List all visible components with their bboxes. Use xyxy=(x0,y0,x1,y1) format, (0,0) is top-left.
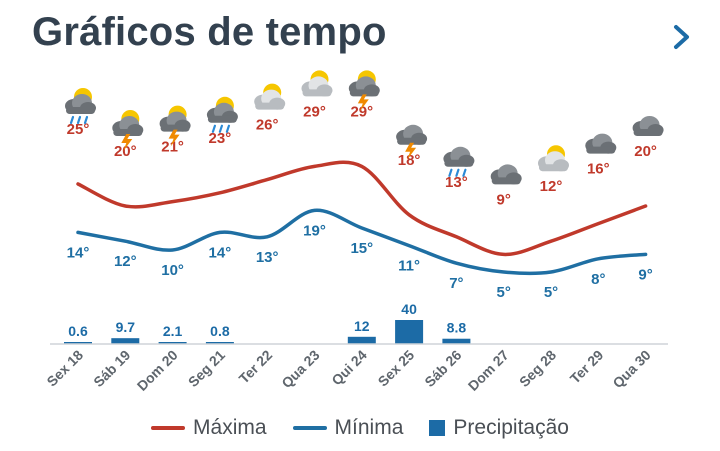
min-temp-label: 5° xyxy=(544,284,558,301)
x-tick-label: Qui 24 xyxy=(328,347,370,389)
precip-value-label: 12 xyxy=(354,318,370,334)
min-temp-label: 14° xyxy=(67,244,90,261)
x-tick-label: Dom 27 xyxy=(465,347,512,394)
rain-icon xyxy=(443,146,475,177)
max-temp-label: 26° xyxy=(256,117,279,134)
max-temp-label: 29° xyxy=(303,103,326,120)
x-tick-label: Ter 29 xyxy=(567,347,607,387)
legend-item-max: Máxima xyxy=(151,416,267,440)
max-temp-label: 23° xyxy=(209,130,232,147)
precip-bar xyxy=(158,342,187,344)
cloudy-icon xyxy=(490,164,522,185)
precip-bar xyxy=(64,342,92,344)
rain-sun-icon xyxy=(206,96,238,133)
thunderstorm-sun-icon xyxy=(159,105,191,147)
weather-chart: 0.6 9.7 2.1 0.8 12 40 8.8 25° 20° 21° 23° 26° 29° 29°… xyxy=(43,70,668,394)
legend-swatch-min xyxy=(292,426,327,430)
thunderstorm-sun-icon xyxy=(112,110,144,151)
x-tick-label: Sex 18 xyxy=(43,347,86,390)
precip-bar xyxy=(442,338,471,344)
precip-bar xyxy=(395,320,424,344)
min-temp-label: 10° xyxy=(161,262,184,279)
min-temp-label: 19° xyxy=(303,222,326,239)
cloudy-icon xyxy=(585,133,617,154)
max-temp-label: 18° xyxy=(398,152,421,169)
partly-cloudy-icon xyxy=(254,83,286,110)
max-temp-label: 16° xyxy=(587,161,610,178)
chevron-right-icon[interactable] xyxy=(664,20,698,54)
rain-sun-icon xyxy=(65,88,96,125)
legend-item-precip: Precipitação xyxy=(429,416,569,440)
precip-value-label: 2.1 xyxy=(163,323,183,339)
thunderstorm-sun-icon xyxy=(348,70,380,112)
precip-bar xyxy=(347,336,376,344)
x-tick-label: Seg 28 xyxy=(516,347,559,390)
min-temp-line xyxy=(76,208,648,276)
max-temp-label: 12° xyxy=(540,178,563,195)
min-temp-label: 8° xyxy=(591,271,605,288)
x-tick-label: Qua 23 xyxy=(278,347,322,391)
max-temp-label: 25° xyxy=(67,121,90,138)
min-temp-label: 12° xyxy=(114,253,137,270)
min-temp-label: 14° xyxy=(209,244,232,261)
x-tick-label: Seg 21 xyxy=(185,347,228,390)
precip-value-label: 40 xyxy=(401,301,417,317)
thunderstorm-icon xyxy=(396,124,428,160)
header: Gráficos de tempo xyxy=(0,0,720,70)
max-temp-label: 20° xyxy=(634,143,657,160)
x-tick-label: Sáb 19 xyxy=(90,347,133,390)
min-temp-label: 7° xyxy=(449,275,463,292)
page-title: Gráficos de tempo xyxy=(32,10,387,54)
x-tick-label: Dom 20 xyxy=(134,347,181,394)
cloudy-icon xyxy=(632,116,664,136)
min-temp-label: 15° xyxy=(350,240,373,257)
legend-label-max: Máxima xyxy=(193,416,267,439)
legend-swatch-precip xyxy=(429,420,446,436)
x-tick-label: Sáb 26 xyxy=(421,347,464,390)
partly-cloudy-icon xyxy=(538,145,569,172)
chart-legend: Máxima Mínima Precipitação xyxy=(0,410,720,446)
legend-label-precip: Precipitação xyxy=(453,416,569,439)
min-temp-label: 13° xyxy=(256,249,279,266)
x-tick-label: Qua 30 xyxy=(609,347,653,391)
legend-item-min: Mínima xyxy=(292,416,404,440)
min-temp-label: 11° xyxy=(398,258,420,275)
max-temp-line xyxy=(76,160,648,257)
x-tick-label: Sex 25 xyxy=(375,347,418,390)
min-temp-label: 9° xyxy=(638,266,652,283)
legend-swatch-max xyxy=(151,426,186,430)
precip-value-label: 0.6 xyxy=(68,323,88,339)
precip-value-label: 0.8 xyxy=(210,323,230,339)
legend-label-min: Mínima xyxy=(334,416,404,439)
max-temp-label: 9° xyxy=(497,191,511,208)
precip-bar xyxy=(111,338,140,344)
max-temp-label: 21° xyxy=(161,139,184,156)
precip-value-label: 8.8 xyxy=(447,320,467,336)
max-temp-label: 29° xyxy=(350,103,373,120)
partly-cloudy-icon xyxy=(301,70,333,97)
precip-value-label: 9.7 xyxy=(116,319,136,335)
precip-bar xyxy=(205,342,234,344)
max-temp-label: 20° xyxy=(114,143,137,160)
min-temp-label: 5° xyxy=(497,284,511,301)
max-temp-label: 13° xyxy=(445,174,468,191)
x-tick-label: Ter 22 xyxy=(236,347,276,387)
